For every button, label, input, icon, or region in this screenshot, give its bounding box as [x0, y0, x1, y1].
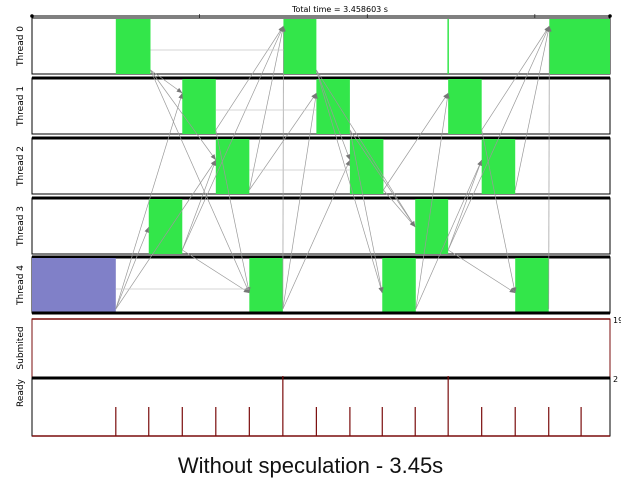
axis-end-dot	[608, 14, 612, 18]
arrow-head	[245, 287, 251, 293]
lane-frame	[31, 137, 611, 195]
dependency-arrow	[447, 249, 516, 294]
ready-panel	[31, 377, 611, 437]
arrow-head	[281, 26, 286, 32]
thread-lane: Thread 2	[16, 136, 611, 195]
task-block	[148, 199, 183, 254]
thread-lane: Thread 4	[16, 255, 611, 314]
thread-label: Thread 0	[16, 26, 26, 67]
task-block	[349, 139, 384, 194]
dependency-arrow	[282, 159, 351, 310]
task-block	[182, 79, 216, 134]
dependency-arrow	[182, 249, 250, 294]
ready-max-label: 2	[613, 375, 618, 384]
arrow-head	[144, 227, 149, 233]
arrow-head	[509, 288, 516, 293]
task-block	[549, 19, 610, 74]
arrow-head	[210, 154, 216, 160]
thread-label: Thread 2	[16, 146, 26, 187]
dependency-arrow	[481, 25, 550, 131]
dependency-arrows	[115, 25, 552, 310]
task-block	[382, 258, 416, 313]
arrow-head	[345, 154, 351, 160]
idle-block	[32, 258, 116, 313]
dependency-arrow	[282, 25, 284, 310]
dependency-arrow	[282, 92, 317, 310]
dependency-arrow	[514, 25, 550, 191]
lane-frame	[31, 197, 611, 255]
arrow-head	[313, 93, 318, 99]
task-block	[448, 79, 482, 134]
arrow-head	[345, 160, 350, 166]
counter-panels: Submited Ready 19 2	[16, 316, 621, 437]
task-block	[515, 258, 549, 313]
dependency-arrow	[383, 92, 449, 191]
arrow-head	[178, 93, 183, 99]
arrow-head	[511, 287, 517, 293]
arrow-head	[546, 26, 552, 32]
arrow-head	[378, 287, 384, 293]
arrow-head	[445, 93, 450, 99]
task-block	[415, 199, 449, 254]
total-time-label: Total time = 3.458603 s	[291, 5, 388, 14]
arrow-head	[409, 221, 416, 227]
thread-label: Thread 1	[16, 86, 26, 127]
task-block	[249, 258, 283, 313]
dependency-arrow	[316, 69, 416, 228]
arrow-head	[210, 160, 216, 166]
thread-label: Thread 3	[16, 206, 26, 247]
task-block	[283, 19, 317, 74]
dependency-arrow	[215, 129, 250, 294]
dependency-arrow	[248, 25, 284, 191]
dependency-arrow	[316, 69, 383, 294]
dependency-arrow	[150, 69, 250, 294]
axis-start-dot	[30, 14, 34, 18]
submitted-panel	[31, 318, 611, 378]
dependency-arrow	[316, 69, 351, 161]
dependency-arrow	[415, 92, 449, 310]
dependency-arrow	[150, 69, 217, 161]
dependency-arrow	[349, 129, 383, 294]
dependency-arrow	[481, 129, 516, 294]
dependency-arrow	[115, 92, 183, 310]
dependency-arrow	[349, 129, 416, 228]
time-axis	[30, 14, 612, 18]
thread-label: Thread 4	[16, 265, 26, 306]
arrow-head	[243, 288, 250, 293]
task-block	[481, 139, 516, 194]
dependency-arrow	[447, 25, 550, 251]
dependency-arrow	[447, 159, 483, 251]
arrow-head	[477, 160, 482, 166]
thread-lanes: Thread 0 Thread 1 Thread 2 Thread 3 Thread 4	[16, 17, 611, 315]
submitted-label: Submited	[16, 326, 26, 369]
dependency-arrow	[383, 189, 416, 228]
figure-caption: Without speculation - 3.45s	[177, 453, 444, 478]
thread-lane: Thread 0	[16, 17, 611, 75]
thread-lane: Thread 1	[16, 76, 611, 135]
dependency-arrow	[415, 159, 483, 310]
dependency-arrow	[215, 25, 284, 131]
dependency-arrow	[150, 69, 183, 94]
submitted-max-label: 19	[613, 316, 621, 325]
dependency-arrow	[249, 92, 317, 191]
dependency-arrow	[181, 25, 284, 251]
arrow-head	[176, 87, 183, 93]
ready-label: Ready	[16, 378, 26, 407]
task-block	[115, 19, 151, 74]
dependency-arrow	[548, 25, 550, 310]
dependency-arrow	[115, 159, 217, 310]
dependency-arrow	[115, 226, 150, 310]
task-block	[215, 139, 250, 194]
dependency-arrow	[181, 159, 217, 251]
thread-lane: Thread 3	[16, 196, 611, 255]
